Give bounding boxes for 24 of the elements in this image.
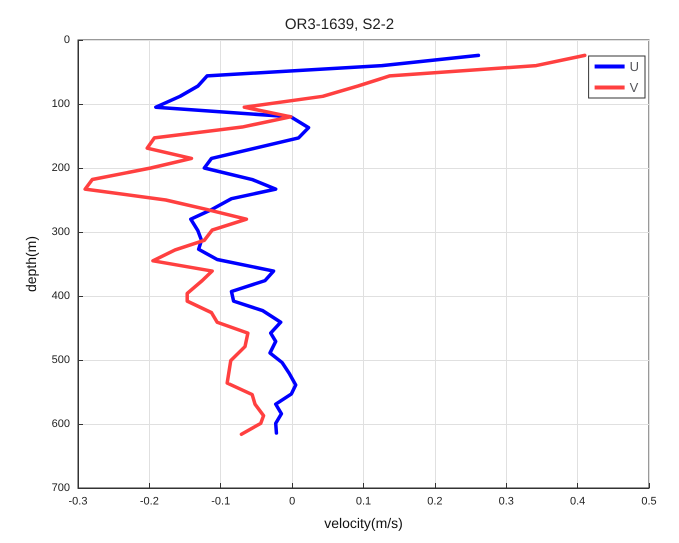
x-tick-label: 0 [289, 496, 296, 508]
x-tick-label: 0.5 [641, 496, 657, 508]
x-tick-label: 0.4 [570, 496, 586, 508]
y-tick-label: 100 [52, 98, 70, 110]
x-tick-label: -0.3 [68, 496, 88, 508]
chart-title: OR3-1639, S2-2 [284, 16, 394, 33]
y-tick-label: 300 [52, 226, 70, 238]
line-series [83, 54, 587, 436]
y-tick-label: 200 [52, 162, 70, 174]
y-tick-label: 500 [52, 354, 70, 366]
y-tick-label: 0 [64, 34, 70, 46]
legend-label: V [630, 80, 639, 95]
y-tick-label: 600 [52, 418, 70, 430]
x-tick-label: 0.2 [427, 496, 443, 508]
legend-label: U [630, 59, 639, 74]
x-tick-label: -0.1 [211, 496, 230, 508]
x-tick-label: 0.3 [498, 496, 514, 508]
line-series [154, 54, 480, 435]
x-tick-label: 0.1 [356, 496, 372, 508]
y-tick-label: 700 [52, 482, 70, 494]
x-tick-label: -0.2 [140, 496, 159, 508]
y-axis-title: depth(m) [23, 236, 39, 292]
y-tick-label: 400 [52, 290, 70, 302]
x-axis-title: velocity(m/s) [324, 515, 403, 531]
